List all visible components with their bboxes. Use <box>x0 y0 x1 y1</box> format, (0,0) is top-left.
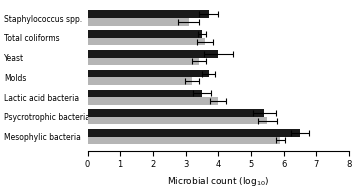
Bar <box>88 77 192 85</box>
Bar <box>88 50 218 58</box>
Bar <box>88 30 202 38</box>
Bar <box>88 18 189 26</box>
Bar <box>88 109 264 117</box>
Bar <box>88 137 281 144</box>
Bar <box>88 38 205 45</box>
Bar <box>88 117 267 124</box>
Bar <box>88 129 300 137</box>
Bar <box>88 58 199 65</box>
Bar <box>88 11 209 18</box>
Bar <box>88 70 209 77</box>
Bar <box>88 97 218 105</box>
Bar <box>88 90 202 97</box>
X-axis label: Microbial count (log$_{10}$): Microbial count (log$_{10}$) <box>167 175 269 188</box>
